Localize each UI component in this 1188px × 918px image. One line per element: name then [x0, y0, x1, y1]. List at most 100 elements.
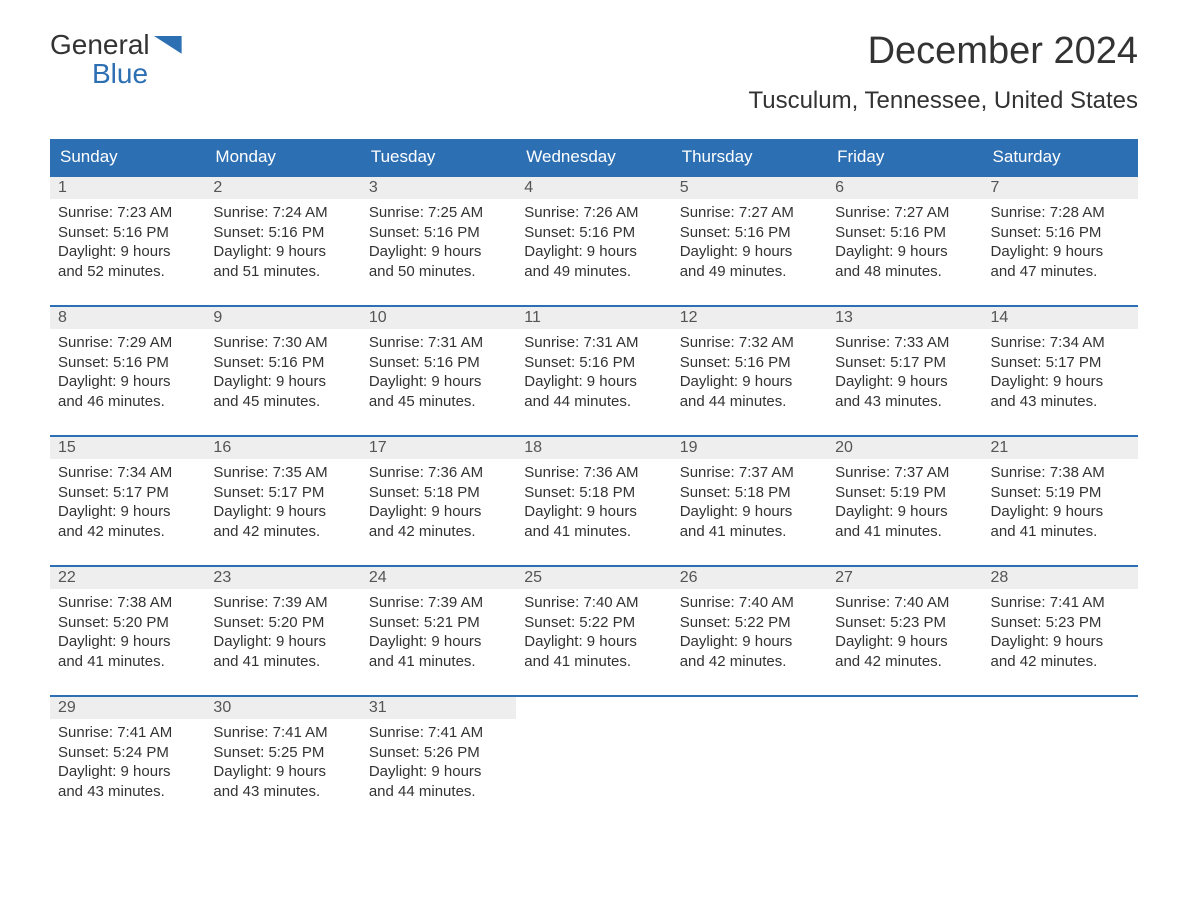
- day-sunset: Sunset: 5:19 PM: [835, 483, 974, 503]
- day-number: 21: [983, 437, 1138, 459]
- day-day2: and 42 minutes.: [680, 652, 819, 672]
- day-body: Sunrise: 7:39 AMSunset: 5:21 PMDaylight:…: [361, 589, 516, 681]
- day-body: Sunrise: 7:36 AMSunset: 5:18 PMDaylight:…: [516, 459, 671, 551]
- day-day1: Daylight: 9 hours: [213, 762, 352, 782]
- day-day1: Daylight: 9 hours: [213, 242, 352, 262]
- day-sunset: Sunset: 5:17 PM: [835, 353, 974, 373]
- day-day1: Daylight: 9 hours: [369, 632, 508, 652]
- calendar-day-cell: 5Sunrise: 7:27 AMSunset: 5:16 PMDaylight…: [672, 177, 827, 305]
- day-of-week-header: Sunday Monday Tuesday Wednesday Thursday…: [50, 139, 1138, 175]
- day-body: Sunrise: 7:25 AMSunset: 5:16 PMDaylight:…: [361, 199, 516, 291]
- day-sunset: Sunset: 5:23 PM: [835, 613, 974, 633]
- day-sunset: Sunset: 5:16 PM: [680, 223, 819, 243]
- day-sunrise: Sunrise: 7:34 AM: [58, 463, 197, 483]
- day-day1: Daylight: 9 hours: [835, 372, 974, 392]
- day-body: Sunrise: 7:27 AMSunset: 5:16 PMDaylight:…: [827, 199, 982, 291]
- calendar-day-cell: 22Sunrise: 7:38 AMSunset: 5:20 PMDayligh…: [50, 567, 205, 695]
- day-sunrise: Sunrise: 7:38 AM: [991, 463, 1130, 483]
- day-sunset: Sunset: 5:23 PM: [991, 613, 1130, 633]
- header: General Blue December 2024 Tusculum, Ten…: [0, 0, 1188, 125]
- day-day1: Daylight: 9 hours: [991, 372, 1130, 392]
- day-number: 20: [827, 437, 982, 459]
- day-day1: Daylight: 9 hours: [991, 242, 1130, 262]
- day-body: Sunrise: 7:35 AMSunset: 5:17 PMDaylight:…: [205, 459, 360, 551]
- day-number: 26: [672, 567, 827, 589]
- day-body: Sunrise: 7:27 AMSunset: 5:16 PMDaylight:…: [672, 199, 827, 291]
- day-number: 6: [827, 177, 982, 199]
- day-day2: and 44 minutes.: [680, 392, 819, 412]
- day-body: Sunrise: 7:23 AMSunset: 5:16 PMDaylight:…: [50, 199, 205, 291]
- day-sunset: Sunset: 5:16 PM: [369, 223, 508, 243]
- day-body: Sunrise: 7:40 AMSunset: 5:22 PMDaylight:…: [672, 589, 827, 681]
- day-number: 5: [672, 177, 827, 199]
- day-body: Sunrise: 7:41 AMSunset: 5:23 PMDaylight:…: [983, 589, 1138, 681]
- dow-monday: Monday: [205, 139, 360, 175]
- day-sunset: Sunset: 5:16 PM: [369, 353, 508, 373]
- day-day1: Daylight: 9 hours: [58, 242, 197, 262]
- day-day1: Daylight: 9 hours: [213, 372, 352, 392]
- day-day1: Daylight: 9 hours: [524, 372, 663, 392]
- title-block: December 2024 Tusculum, Tennessee, Unite…: [748, 30, 1138, 115]
- dow-thursday: Thursday: [672, 139, 827, 175]
- day-number: 11: [516, 307, 671, 329]
- day-day1: Daylight: 9 hours: [680, 502, 819, 522]
- day-sunset: Sunset: 5:16 PM: [991, 223, 1130, 243]
- day-day1: Daylight: 9 hours: [58, 502, 197, 522]
- calendar: Sunday Monday Tuesday Wednesday Thursday…: [50, 139, 1138, 825]
- dow-saturday: Saturday: [983, 139, 1138, 175]
- calendar-day-cell: 28Sunrise: 7:41 AMSunset: 5:23 PMDayligh…: [983, 567, 1138, 695]
- day-number: 31: [361, 697, 516, 719]
- day-day1: Daylight: 9 hours: [524, 242, 663, 262]
- calendar-day-cell: 1Sunrise: 7:23 AMSunset: 5:16 PMDaylight…: [50, 177, 205, 305]
- location-subtitle: Tusculum, Tennessee, United States: [748, 87, 1138, 115]
- day-day2: and 42 minutes.: [369, 522, 508, 542]
- day-day1: Daylight: 9 hours: [680, 372, 819, 392]
- day-day2: and 42 minutes.: [213, 522, 352, 542]
- day-day1: Daylight: 9 hours: [524, 632, 663, 652]
- day-day2: and 43 minutes.: [213, 782, 352, 802]
- day-number: 13: [827, 307, 982, 329]
- day-body: Sunrise: 7:40 AMSunset: 5:23 PMDaylight:…: [827, 589, 982, 681]
- day-day2: and 49 minutes.: [680, 262, 819, 282]
- day-number: 14: [983, 307, 1138, 329]
- calendar-day-cell: 26Sunrise: 7:40 AMSunset: 5:22 PMDayligh…: [672, 567, 827, 695]
- day-sunrise: Sunrise: 7:35 AM: [213, 463, 352, 483]
- day-sunrise: Sunrise: 7:39 AM: [213, 593, 352, 613]
- day-body: Sunrise: 7:41 AMSunset: 5:24 PMDaylight:…: [50, 719, 205, 811]
- day-number: 27: [827, 567, 982, 589]
- day-body: Sunrise: 7:33 AMSunset: 5:17 PMDaylight:…: [827, 329, 982, 421]
- day-sunset: Sunset: 5:18 PM: [369, 483, 508, 503]
- day-body: Sunrise: 7:37 AMSunset: 5:18 PMDaylight:…: [672, 459, 827, 551]
- day-sunset: Sunset: 5:17 PM: [991, 353, 1130, 373]
- day-number: 16: [205, 437, 360, 459]
- day-day2: and 41 minutes.: [58, 652, 197, 672]
- day-day2: and 42 minutes.: [991, 652, 1130, 672]
- calendar-day-cell: 8Sunrise: 7:29 AMSunset: 5:16 PMDaylight…: [50, 307, 205, 435]
- day-day2: and 44 minutes.: [524, 392, 663, 412]
- day-number: 4: [516, 177, 671, 199]
- day-day1: Daylight: 9 hours: [58, 762, 197, 782]
- day-body: Sunrise: 7:34 AMSunset: 5:17 PMDaylight:…: [50, 459, 205, 551]
- day-day2: and 43 minutes.: [835, 392, 974, 412]
- calendar-day-cell: 23Sunrise: 7:39 AMSunset: 5:20 PMDayligh…: [205, 567, 360, 695]
- day-body: Sunrise: 7:31 AMSunset: 5:16 PMDaylight:…: [516, 329, 671, 421]
- calendar-day-cell: 20Sunrise: 7:37 AMSunset: 5:19 PMDayligh…: [827, 437, 982, 565]
- day-number: 12: [672, 307, 827, 329]
- day-body: Sunrise: 7:38 AMSunset: 5:20 PMDaylight:…: [50, 589, 205, 681]
- day-day1: Daylight: 9 hours: [835, 632, 974, 652]
- logo: General Blue: [50, 30, 182, 89]
- day-day2: and 46 minutes.: [58, 392, 197, 412]
- calendar-day-cell: 13Sunrise: 7:33 AMSunset: 5:17 PMDayligh…: [827, 307, 982, 435]
- day-sunrise: Sunrise: 7:41 AM: [991, 593, 1130, 613]
- day-sunrise: Sunrise: 7:29 AM: [58, 333, 197, 353]
- day-body: Sunrise: 7:26 AMSunset: 5:16 PMDaylight:…: [516, 199, 671, 291]
- logo-flag-icon: [154, 36, 182, 54]
- calendar-day-cell: 30Sunrise: 7:41 AMSunset: 5:25 PMDayligh…: [205, 697, 360, 825]
- day-sunrise: Sunrise: 7:30 AM: [213, 333, 352, 353]
- calendar-day-cell: [983, 697, 1138, 825]
- calendar-week: 1Sunrise: 7:23 AMSunset: 5:16 PMDaylight…: [50, 175, 1138, 305]
- day-day1: Daylight: 9 hours: [991, 632, 1130, 652]
- day-number: 30: [205, 697, 360, 719]
- calendar-week: 29Sunrise: 7:41 AMSunset: 5:24 PMDayligh…: [50, 695, 1138, 825]
- day-sunrise: Sunrise: 7:34 AM: [991, 333, 1130, 353]
